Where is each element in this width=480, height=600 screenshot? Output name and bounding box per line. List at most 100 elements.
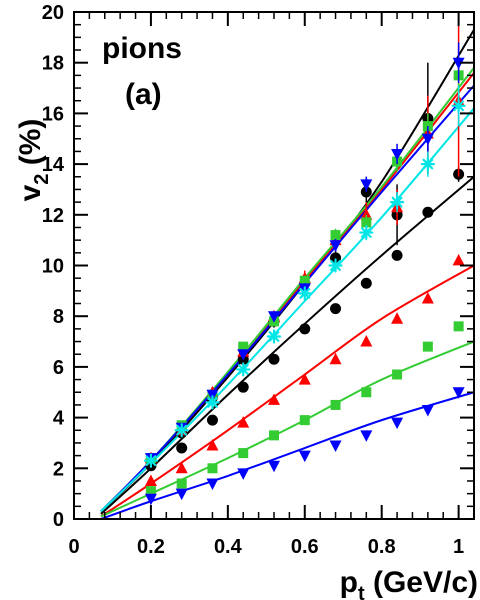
x-tick-label: 1 xyxy=(453,536,464,558)
annotation-pions: pions xyxy=(102,32,182,65)
y-tick-label: 14 xyxy=(42,154,65,176)
data-point-stroke xyxy=(299,287,311,299)
data-point xyxy=(144,493,157,506)
data-point xyxy=(391,148,404,161)
data-points xyxy=(143,24,466,506)
y-tick-label: 6 xyxy=(53,357,64,379)
y-axis-label: v2 (%) xyxy=(14,119,53,202)
data-point xyxy=(176,478,187,489)
data-point xyxy=(391,417,404,430)
data-point xyxy=(389,195,405,210)
data-point xyxy=(329,240,342,252)
data-point-stroke xyxy=(360,227,372,238)
data-point xyxy=(238,448,249,459)
data-point xyxy=(205,395,220,410)
y-tick-label: 20 xyxy=(42,2,64,24)
data-point-stroke xyxy=(237,364,249,375)
x-tick-label: 0.4 xyxy=(214,536,243,558)
axis-ticks xyxy=(73,11,474,520)
y-axis-label-rest: (%) xyxy=(14,119,47,174)
data-point-stroke xyxy=(453,100,465,112)
data-point xyxy=(391,312,404,324)
data-point xyxy=(330,230,341,241)
y-axis-label-main: v xyxy=(14,184,47,201)
data-point xyxy=(360,208,373,220)
y-tick-label: 12 xyxy=(42,205,64,227)
data-point xyxy=(329,440,342,452)
x-tick-label: 0.6 xyxy=(291,536,319,558)
data-point xyxy=(361,387,372,398)
data-point xyxy=(207,463,218,474)
data-point xyxy=(269,430,279,441)
data-point-stroke xyxy=(145,455,157,467)
y-tick-label: 16 xyxy=(42,103,64,125)
data-point xyxy=(360,430,373,442)
data-point xyxy=(144,474,157,486)
data-point xyxy=(452,253,465,266)
y-tick-label: 2 xyxy=(53,458,64,480)
data-point xyxy=(268,311,280,323)
data-point xyxy=(328,258,343,273)
data-point xyxy=(299,275,310,286)
x-axis-label: pt (GeV/c) xyxy=(340,566,478,600)
data-point xyxy=(359,225,374,240)
x-axis-label-main: p xyxy=(340,566,358,599)
data-point xyxy=(238,341,249,352)
y-axis-label-sub: 2 xyxy=(31,174,53,185)
data-point xyxy=(176,442,188,454)
data-point xyxy=(297,286,312,301)
data-point xyxy=(329,352,342,365)
data-point xyxy=(360,277,372,289)
data-point xyxy=(420,157,435,172)
data-point xyxy=(298,450,311,463)
data-point-stroke xyxy=(268,331,280,342)
data-point xyxy=(421,133,434,146)
y-tick-label: 8 xyxy=(53,306,64,328)
x-tick-label: 0 xyxy=(68,536,79,558)
data-point xyxy=(422,206,434,218)
data-point xyxy=(452,387,465,399)
x-axis-label-sub: t xyxy=(358,583,365,600)
data-point xyxy=(391,249,403,261)
annotation-panel: (a) xyxy=(125,78,162,111)
x-tick-label: 0.2 xyxy=(137,536,165,558)
data-point xyxy=(175,488,188,501)
data-point xyxy=(421,404,434,417)
data-point xyxy=(268,353,280,365)
data-point xyxy=(299,415,310,426)
data-point xyxy=(453,321,464,332)
data-point xyxy=(361,217,372,228)
data-point xyxy=(421,291,434,304)
data-point xyxy=(360,179,373,191)
x-axis-label-rest: (GeV/c) xyxy=(365,566,478,599)
data-point xyxy=(237,349,250,361)
data-point xyxy=(266,329,282,344)
y-tick-label: 18 xyxy=(42,53,64,75)
data-point-stroke xyxy=(422,158,434,170)
y-tick-label: 0 xyxy=(53,509,64,531)
data-point xyxy=(422,341,433,352)
data-point xyxy=(206,438,219,451)
data-point-stroke xyxy=(207,396,218,408)
data-point xyxy=(206,478,219,491)
data-point xyxy=(237,468,250,480)
data-point xyxy=(236,362,251,377)
data-point-stroke xyxy=(391,196,403,208)
y-tick-label: 4 xyxy=(53,408,65,430)
data-point xyxy=(268,393,280,405)
data-point xyxy=(298,373,311,385)
data-point xyxy=(330,303,342,315)
data-point xyxy=(237,381,249,393)
data-point xyxy=(452,57,465,70)
data-point-stroke xyxy=(330,260,341,271)
x-tick-label: 0.8 xyxy=(368,536,396,558)
data-point xyxy=(299,323,311,335)
y-tick-label: 10 xyxy=(42,256,64,278)
data-point xyxy=(330,252,342,264)
data-point xyxy=(360,335,373,347)
data-point xyxy=(175,461,188,474)
data-point xyxy=(206,414,218,426)
